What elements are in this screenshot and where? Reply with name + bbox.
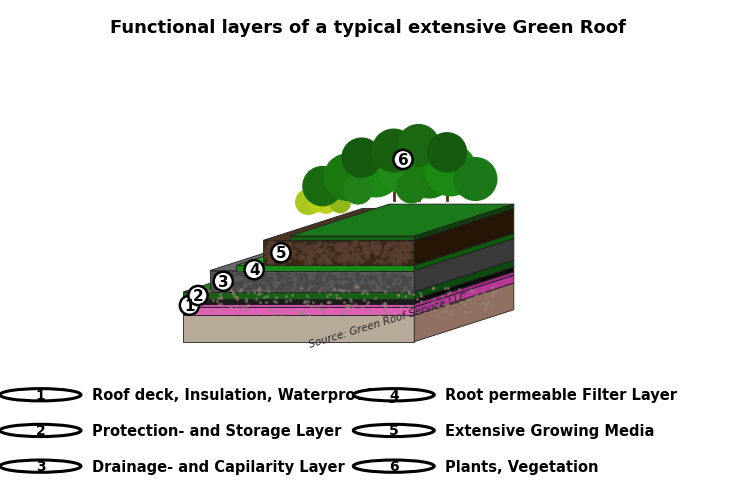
Polygon shape — [414, 234, 514, 271]
Circle shape — [352, 154, 372, 174]
Circle shape — [353, 460, 434, 472]
Polygon shape — [183, 316, 414, 342]
Circle shape — [425, 145, 476, 197]
Polygon shape — [236, 266, 414, 271]
Circle shape — [372, 130, 415, 173]
Text: 3: 3 — [35, 459, 46, 473]
Circle shape — [272, 244, 291, 263]
Circle shape — [408, 142, 429, 163]
Polygon shape — [183, 300, 414, 304]
Polygon shape — [414, 205, 514, 241]
Text: 2: 2 — [35, 424, 46, 438]
Polygon shape — [263, 209, 514, 241]
Circle shape — [330, 193, 350, 213]
Polygon shape — [263, 241, 414, 266]
Text: 5: 5 — [275, 246, 286, 261]
Circle shape — [347, 147, 376, 176]
Text: Protection- and Storage Layer: Protection- and Storage Layer — [92, 423, 342, 438]
Circle shape — [315, 193, 336, 214]
Polygon shape — [210, 271, 414, 292]
Circle shape — [403, 134, 434, 165]
Polygon shape — [414, 272, 514, 308]
Text: Roof deck, Insulation, Waterproofing: Roof deck, Insulation, Waterproofing — [92, 388, 397, 402]
Circle shape — [398, 125, 439, 166]
Circle shape — [353, 389, 434, 401]
Text: 4: 4 — [389, 388, 399, 402]
Polygon shape — [183, 276, 514, 308]
Polygon shape — [210, 239, 514, 271]
Circle shape — [296, 190, 321, 215]
Polygon shape — [183, 304, 414, 308]
Text: 1: 1 — [35, 388, 46, 402]
Circle shape — [405, 150, 453, 198]
Polygon shape — [414, 268, 514, 304]
Circle shape — [180, 296, 199, 315]
Polygon shape — [183, 284, 514, 316]
Circle shape — [325, 155, 370, 201]
Circle shape — [378, 141, 431, 194]
Circle shape — [353, 424, 434, 437]
Polygon shape — [236, 234, 514, 266]
Text: Functional layers of a typical extensive Green Roof: Functional layers of a typical extensive… — [110, 19, 626, 37]
Circle shape — [351, 148, 400, 197]
Text: 1: 1 — [184, 298, 195, 313]
Text: Drainage- and Capilarity Layer: Drainage- and Capilarity Layer — [92, 459, 344, 474]
Polygon shape — [414, 276, 514, 316]
Circle shape — [394, 151, 413, 170]
Circle shape — [188, 287, 208, 305]
Polygon shape — [183, 272, 514, 304]
Text: Extensive Growing Media: Extensive Growing Media — [445, 423, 654, 438]
Circle shape — [428, 134, 467, 173]
Polygon shape — [290, 237, 414, 241]
Text: 4: 4 — [249, 263, 260, 278]
Polygon shape — [414, 284, 514, 342]
Circle shape — [0, 424, 81, 437]
Text: Root permeable Filter Layer: Root permeable Filter Layer — [445, 388, 677, 402]
Circle shape — [342, 139, 381, 178]
Circle shape — [0, 460, 81, 472]
Polygon shape — [183, 308, 414, 316]
Circle shape — [437, 149, 457, 168]
Polygon shape — [414, 260, 514, 300]
Text: 6: 6 — [397, 152, 408, 167]
Polygon shape — [414, 239, 514, 292]
Circle shape — [0, 389, 81, 401]
Circle shape — [303, 167, 342, 206]
Text: 6: 6 — [389, 459, 399, 473]
Circle shape — [308, 195, 326, 212]
Text: 2: 2 — [193, 288, 203, 303]
Circle shape — [397, 174, 426, 203]
Polygon shape — [414, 209, 514, 266]
Circle shape — [244, 260, 263, 280]
Polygon shape — [183, 260, 514, 292]
Polygon shape — [183, 292, 414, 300]
Circle shape — [454, 158, 497, 201]
Circle shape — [383, 147, 404, 168]
Polygon shape — [290, 205, 514, 237]
Circle shape — [213, 272, 233, 291]
Text: Plants, Vegetation: Plants, Vegetation — [445, 459, 599, 474]
Circle shape — [378, 138, 410, 170]
Polygon shape — [183, 268, 514, 300]
Text: Source: Green Roof Service LLC: Source: Green Roof Service LLC — [308, 291, 468, 349]
Text: 3: 3 — [218, 274, 229, 289]
Text: 5: 5 — [389, 424, 399, 438]
Circle shape — [432, 141, 461, 170]
Circle shape — [344, 176, 372, 205]
